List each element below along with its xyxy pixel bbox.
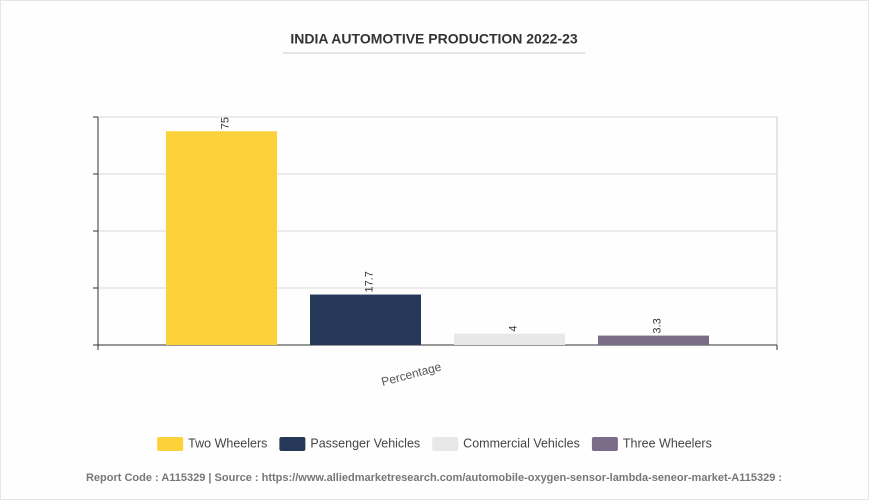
bar: [454, 333, 565, 345]
bar: [598, 335, 709, 345]
footer: Report Code : A115329 | Source : https:/…: [86, 472, 782, 484]
legend-label: Passenger Vehicles: [310, 436, 420, 450]
legend-swatch: [432, 437, 459, 451]
legend: Two Wheelers Passenger Vehicles Commercial…: [157, 436, 712, 451]
legend-label: Commercial Vehicles: [463, 436, 580, 450]
bar: [310, 294, 421, 345]
data-label: 17.7: [363, 271, 375, 292]
legend-swatch: [591, 437, 618, 451]
bar: [166, 131, 277, 345]
legend-label: Three Wheelers: [623, 436, 712, 450]
legend-label: Two Wheelers: [188, 436, 267, 450]
chart-title: INDIA AUTOMOTIVE PRODUCTION 2022-23: [290, 31, 578, 47]
data-label: 3.3: [651, 318, 663, 333]
data-label: 75: [219, 117, 231, 129]
legend-swatch: [157, 437, 184, 451]
legend-swatch: [279, 437, 306, 451]
data-label: 4: [507, 325, 519, 331]
